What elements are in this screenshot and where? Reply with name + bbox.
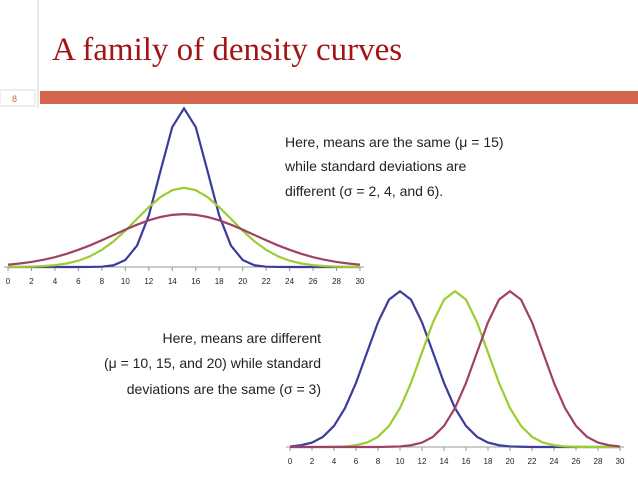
slide-title: A family of density curves bbox=[52, 32, 402, 68]
x-tick-label: 26 bbox=[309, 277, 318, 286]
x-tick-label: 22 bbox=[528, 457, 537, 466]
annotation: Here, means are the same (μ = 15) bbox=[285, 134, 504, 150]
number-box bbox=[0, 89, 36, 107]
x-tick-label: 20 bbox=[238, 277, 247, 286]
x-tick-label: 10 bbox=[121, 277, 130, 286]
x-tick-label: 16 bbox=[191, 277, 200, 286]
x-tick-label: 14 bbox=[168, 277, 177, 286]
x-tick-label: 10 bbox=[396, 457, 405, 466]
density-curve bbox=[289, 289, 620, 449]
annotation: Here, means are different bbox=[163, 330, 322, 346]
x-tick-label: 14 bbox=[440, 457, 449, 466]
density-curve bbox=[290, 289, 620, 449]
slide-number: 8 bbox=[12, 94, 17, 104]
density-curve bbox=[7, 213, 361, 266]
x-tick-label: 26 bbox=[572, 457, 581, 466]
x-tick-label: 30 bbox=[356, 277, 365, 286]
x-tick-label: 12 bbox=[144, 277, 153, 286]
density-curve bbox=[8, 106, 360, 269]
x-tick-label: 6 bbox=[76, 277, 81, 286]
x-tick-label: 6 bbox=[354, 457, 359, 466]
title-bar bbox=[40, 91, 638, 104]
x-tick-label: 28 bbox=[594, 457, 603, 466]
x-tick-label: 24 bbox=[550, 457, 559, 466]
x-tick-label: 8 bbox=[100, 277, 105, 286]
x-tick-label: 18 bbox=[484, 457, 493, 466]
x-tick-label: 2 bbox=[29, 277, 34, 286]
x-tick-label: 16 bbox=[462, 457, 471, 466]
x-tick-label: 22 bbox=[262, 277, 271, 286]
annotation: (μ = 10, 15, and 20) while standard bbox=[104, 355, 321, 371]
x-tick-label: 12 bbox=[418, 457, 427, 466]
x-tick-label: 30 bbox=[616, 457, 625, 466]
annotation: deviations are the same (σ = 3) bbox=[127, 381, 321, 397]
x-tick-label: 24 bbox=[285, 277, 294, 286]
density-curve bbox=[290, 289, 621, 449]
x-tick-label: 20 bbox=[506, 457, 515, 466]
x-tick-label: 0 bbox=[288, 457, 293, 466]
x-tick-label: 2 bbox=[310, 457, 315, 466]
x-tick-label: 4 bbox=[332, 457, 337, 466]
density-curve bbox=[7, 186, 361, 269]
annotation: while standard deviations are bbox=[284, 158, 467, 174]
annotation: different (σ = 2, 4, and 6). bbox=[285, 183, 443, 199]
x-tick-label: 8 bbox=[376, 457, 381, 466]
x-tick-label: 0 bbox=[6, 277, 11, 286]
x-tick-label: 18 bbox=[215, 277, 224, 286]
x-tick-label: 28 bbox=[332, 277, 341, 286]
x-tick-label: 4 bbox=[53, 277, 58, 286]
